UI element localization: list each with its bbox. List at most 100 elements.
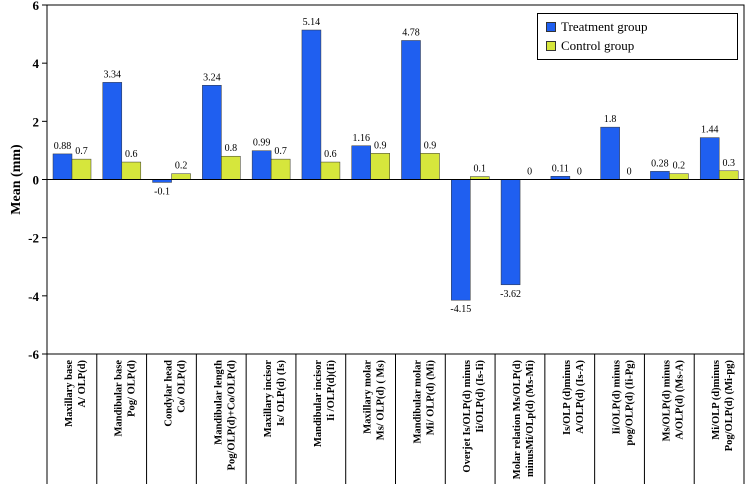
data-label-treatment-3: 3.24 [203, 72, 221, 83]
x-category-label-0: Maxillary base A/ OLP(d) [64, 360, 88, 427]
bar-control-2 [171, 173, 191, 180]
data-label-control-4: 0.7 [274, 146, 287, 157]
x-category-label-line: Is/ OLP(d) (Is) [276, 360, 287, 426]
bar-control-5 [320, 161, 341, 180]
data-label-control-9: 0 [527, 167, 532, 178]
x-category-label-1: Mandibular base Pog/ OLP(d) [114, 359, 138, 436]
data-label-treatment-2: -0.1 [154, 186, 170, 197]
x-category-label-line: Pog/OLP(d) (Mi-pg) [724, 359, 735, 451]
x-category-label-4: Maxillary incisor Is/ OLP(d) (Is) [263, 360, 287, 438]
x-category-label-line: Mandibular molar [412, 360, 423, 444]
bar-treatment-6 [351, 145, 371, 180]
bar-control-1 [121, 161, 142, 180]
x-category-label-line: Mandibular length [213, 360, 224, 445]
x-category-label-3: Mandibular length Pog/OLP(d)+Co/OLP(d) [213, 360, 237, 471]
x-category-label-line: Ii/OLP(d) minus [612, 360, 623, 434]
data-label-control-2: 0.2 [175, 161, 188, 172]
x-category-label-line: Co/ OLP(d) [176, 360, 187, 413]
x-category-label-12: Ms/OLP(d) minus A/OLP(d) (Ms-A) [661, 360, 685, 442]
legend-swatch-treatment [546, 22, 556, 32]
y-tick-label-4: 2 [33, 114, 40, 129]
x-category-label-line: Is/OLP (d)minus [562, 360, 573, 435]
data-label-control-11: 0 [627, 167, 632, 178]
data-label-treatment-1: 3.34 [104, 69, 122, 80]
x-category-label-line: Pog/ OLP(d) [127, 359, 138, 416]
x-category-label-line: Maxillary molar [363, 360, 374, 434]
bar-control-12 [669, 173, 689, 180]
y-tick-label-0: -6 [28, 347, 39, 362]
bar-treatment-8 [451, 179, 471, 301]
x-category-label-line: A/ OLP(d) [77, 360, 88, 408]
bar-treatment-3 [202, 85, 222, 180]
bar-control-6 [370, 153, 390, 180]
data-label-control-7: 0.9 [424, 140, 437, 151]
data-label-treatment-6: 1.16 [352, 133, 370, 144]
data-label-control-13: 0.3 [722, 158, 735, 169]
chart-legend: Treatment group Control group [537, 13, 738, 60]
data-label-treatment-0: 0.88 [54, 141, 72, 152]
x-category-label-line: Ii/OLP(d) (Is-Ii) [475, 360, 486, 433]
data-label-control-6: 0.9 [374, 140, 387, 151]
legend-label-treatment: Treatment group [561, 19, 648, 34]
x-category-label-8: Overjet Is/OLP(d) minus Ii/OLP(d) (Is-Ii) [462, 360, 486, 473]
x-category-label-6: Maxillary molar Ms/ OLP(d) ( Ms) [363, 360, 387, 441]
x-category-label-line: A/OLP(d) (Ms-A) [674, 360, 685, 440]
legend-item-treatment: Treatment group [546, 19, 648, 35]
x-category-label-line: Mi/ OLP(d) (Mi) [425, 359, 436, 435]
bar-treatment-4 [251, 150, 272, 180]
x-category-label-line: A/OLP(d) (Is-A) [575, 360, 586, 434]
x-category-label-line: Pog/OLP(d)+Co/OLP(d) [226, 360, 237, 471]
bar-treatment-5 [301, 29, 322, 180]
x-category-label-11: Ii/OLP(d) minus pog/OLP(d) (Ii-Pg) [612, 360, 636, 446]
data-label-control-12: 0.2 [673, 161, 686, 172]
y-tick-label-2: -2 [28, 231, 39, 246]
data-label-control-1: 0.6 [125, 149, 138, 160]
data-label-control-5: 0.6 [324, 149, 337, 160]
data-label-treatment-5: 5.14 [303, 17, 321, 28]
x-category-label-line: Maxillary incisor [263, 360, 274, 438]
bar-control-3 [221, 155, 241, 180]
bar-treatment-11 [600, 126, 620, 180]
x-category-label-9: Molar relation Ms/OLP(d) minusMi/OLp(d) (… [512, 360, 536, 480]
x-category-label-13: Mi/OLP (d)minus Pog/OLP(d) (Mi-pg) [711, 359, 735, 451]
x-category-label-line: Ms/OLP(d) minus [661, 360, 672, 441]
data-label-control-10: 0 [577, 167, 582, 178]
data-label-treatment-11: 1.8 [604, 114, 617, 125]
data-label-control-0: 0.7 [75, 146, 88, 157]
bar-treatment-0 [52, 153, 73, 180]
y-tick-label-1: -4 [28, 289, 39, 304]
bar-control-0 [71, 158, 92, 180]
legend-label-control: Control group [561, 38, 635, 53]
bar-control-7 [420, 153, 440, 180]
x-category-label-2: Condylar head Co/ OLP(d) [163, 360, 187, 427]
y-tick-label-6: 6 [33, 0, 40, 13]
bar-treatment-13 [699, 137, 720, 180]
x-category-label-line: Ii /OLP(d)(Ii) [326, 360, 337, 421]
bar-control-13 [718, 170, 739, 180]
y-tick-label-5: 4 [33, 56, 40, 71]
x-category-label-line: Maxillary base [64, 360, 75, 427]
data-label-control-8: 0.1 [474, 164, 487, 175]
x-category-label-line: Ms/ OLP(d) ( Ms) [376, 360, 387, 441]
data-label-treatment-4: 0.99 [253, 138, 271, 149]
x-category-label-5: Mandibular incisor Ii /OLP(d)(Ii) [313, 360, 337, 448]
data-label-treatment-7: 4.78 [402, 27, 420, 38]
x-category-label-line: Overjet Is/OLP(d) minus [462, 360, 473, 473]
bar-treatment-1 [102, 82, 123, 180]
x-category-label-7: Mandibular molar Mi/ OLP(d) (Mi) [412, 359, 436, 443]
bar-treatment-7 [401, 40, 421, 180]
bar-treatment-12 [650, 171, 670, 180]
legend-item-control: Control group [546, 38, 634, 54]
x-category-label-line: Molar relation Ms/OLP(d) [512, 360, 523, 480]
x-category-label-line: Condylar head [163, 360, 174, 427]
data-label-treatment-8: -4.15 [450, 304, 471, 315]
legend-swatch-control [546, 41, 556, 51]
x-category-label-line: Mandibular incisor [313, 360, 324, 447]
y-tick-label-3: 0 [33, 173, 40, 188]
data-label-treatment-10: 0.11 [552, 163, 569, 174]
x-category-label-line: minusMi/OLp(d) (Ms-Mi) [525, 360, 536, 477]
y-axis-label: Mean (mm) [9, 144, 24, 215]
bar-treatment-9 [500, 179, 521, 286]
x-category-label-10: Is/OLP (d)minus A/OLP(d) (Is-A) [562, 360, 586, 435]
